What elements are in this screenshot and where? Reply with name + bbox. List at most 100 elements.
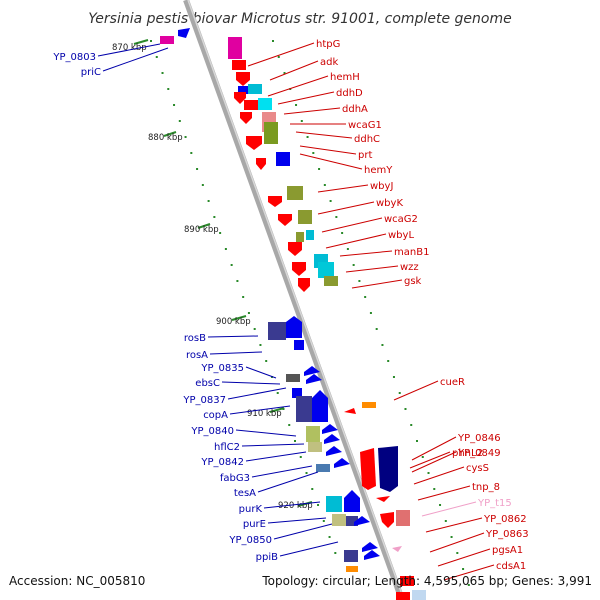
gene-label-wbyk[interactable]: wbyK [376,198,403,209]
gene-arrow[interactable] [364,550,380,560]
gene-box[interactable] [306,230,314,240]
gene-box[interactable] [160,36,174,44]
gene-label-manb1[interactable]: manB1 [394,247,429,258]
gene-label-yp_0840[interactable]: YP_0840 [190,426,234,437]
gene-label-rosb[interactable]: rosB [184,333,206,344]
gene-box[interactable] [326,496,342,512]
gene-arrow[interactable] [286,316,302,338]
gene-label-purk[interactable]: purK [239,504,263,515]
gene-box[interactable] [276,152,290,166]
gene-label-pgsa1[interactable]: pgsA1 [492,545,523,556]
gene-box[interactable] [258,98,272,110]
gene-arrow[interactable] [326,446,342,456]
gene-box[interactable] [396,510,410,526]
gene-arrow[interactable] [236,72,250,86]
gene-label-wzz[interactable]: wzz [400,262,419,273]
gene-arrow[interactable] [178,28,190,38]
gene-box[interactable] [332,514,346,526]
gene-box[interactable] [294,340,304,350]
gene-label-gsk[interactable]: gsk [404,276,422,287]
gene-label-prt[interactable]: prt [358,150,372,161]
gene-box[interactable] [232,60,246,70]
gene-arrow[interactable] [392,546,402,552]
gene-label-yp_0850[interactable]: YP_0850 [228,535,272,546]
gene-label-yp_0849[interactable]: YP_0849 [457,448,501,459]
gene-arrow[interactable] [306,374,322,384]
gene-label-cuer[interactable]: cueR [440,377,465,388]
gene-box[interactable] [248,84,262,94]
gene-label-tnp_8[interactable]: tnp_8 [472,482,500,493]
gene-box[interactable] [296,396,312,422]
gene-label-phnl2[interactable]: phnL2 [452,448,483,459]
gene-label-rosa[interactable]: rosA [186,350,208,361]
gene-label-htpg[interactable]: htpG [316,39,340,50]
gene-arrow[interactable] [312,390,328,422]
gene-label-cdsa1[interactable]: cdsA1 [496,561,526,572]
gene-label-adk[interactable]: adk [320,57,338,68]
gene-box[interactable] [396,592,410,600]
gene-box[interactable] [308,442,322,452]
gene-label-pric[interactable]: priC [81,67,101,78]
gene-arrow[interactable] [378,446,398,492]
gene-label-wcag2[interactable]: wcaG2 [384,214,418,225]
gene-arrow[interactable] [304,366,320,376]
gene-label-yp_0863[interactable]: YP_0863 [485,529,529,540]
gene-box[interactable] [400,576,414,586]
gene-box[interactable] [292,388,302,398]
gene-box[interactable] [244,100,258,110]
gene-arrow[interactable] [334,458,350,468]
gene-label-copa[interactable]: copA [203,410,228,421]
gene-box[interactable] [268,322,286,340]
gene-box[interactable] [346,516,358,526]
gene-box[interactable] [238,86,252,94]
gene-arrow[interactable] [234,92,246,104]
gene-label-wcag1[interactable]: wcaG1 [348,120,382,131]
gene-label-hemy[interactable]: hemY [364,165,393,176]
gene-arrow[interactable] [246,136,262,150]
gene-box[interactable] [316,464,330,472]
gene-box[interactable] [324,276,338,286]
gene-label-hemh[interactable]: hemH [330,72,360,83]
gene-label-ddha[interactable]: ddhA [342,104,368,115]
gene-label-ppib[interactable]: ppiB [256,552,278,563]
gene-box[interactable] [306,426,320,442]
gene-label-yp_t15[interactable]: YP_t15 [477,498,512,509]
gene-arrow[interactable] [322,424,338,434]
gene-label-yp_0846[interactable]: YP_0846 [457,433,501,444]
gene-box[interactable] [228,37,242,59]
gene-label-hflc2[interactable]: hflC2 [214,442,240,453]
gene-label-wbyj[interactable]: wbyJ [370,181,393,192]
gene-label-yp_0837[interactable]: YP_0837 [182,395,226,406]
gene-box[interactable] [286,374,300,382]
gene-label-wbyl[interactable]: wbyL [388,230,414,241]
gene-label-cyss[interactable]: cysS [466,463,489,474]
gene-label-fabg3[interactable]: fabG3 [220,473,250,484]
gene-arrow[interactable] [278,214,292,226]
gene-label-tesa[interactable]: tesA [234,488,256,499]
gene-box[interactable] [264,122,278,144]
gene-box[interactable] [287,186,303,200]
gene-arrow[interactable] [376,496,390,502]
gene-label-yp_0842[interactable]: YP_0842 [200,457,244,468]
gene-arrow[interactable] [268,196,282,207]
gene-arrow[interactable] [354,516,370,526]
gene-arrow[interactable] [240,112,252,124]
gene-box[interactable] [296,232,304,242]
gene-arrow[interactable] [360,448,376,490]
gene-box[interactable] [412,590,426,600]
gene-arrow[interactable] [256,158,266,170]
gene-arrow[interactable] [298,278,310,292]
gene-box[interactable] [344,550,358,562]
gene-arrow[interactable] [344,490,360,512]
gene-box[interactable] [298,210,312,224]
gene-label-yp_0835[interactable]: YP_0835 [200,363,244,374]
gene-arrow[interactable] [288,242,302,256]
gene-arrow[interactable] [380,512,394,528]
gene-label-ebsc[interactable]: ebsC [195,378,220,389]
gene-arrow[interactable] [362,542,378,552]
gene-label-yp_0862[interactable]: YP_0862 [483,514,527,525]
gene-box[interactable] [362,402,376,408]
gene-arrow[interactable] [344,408,356,414]
gene-arrow[interactable] [292,262,306,276]
gene-box[interactable] [346,566,358,572]
